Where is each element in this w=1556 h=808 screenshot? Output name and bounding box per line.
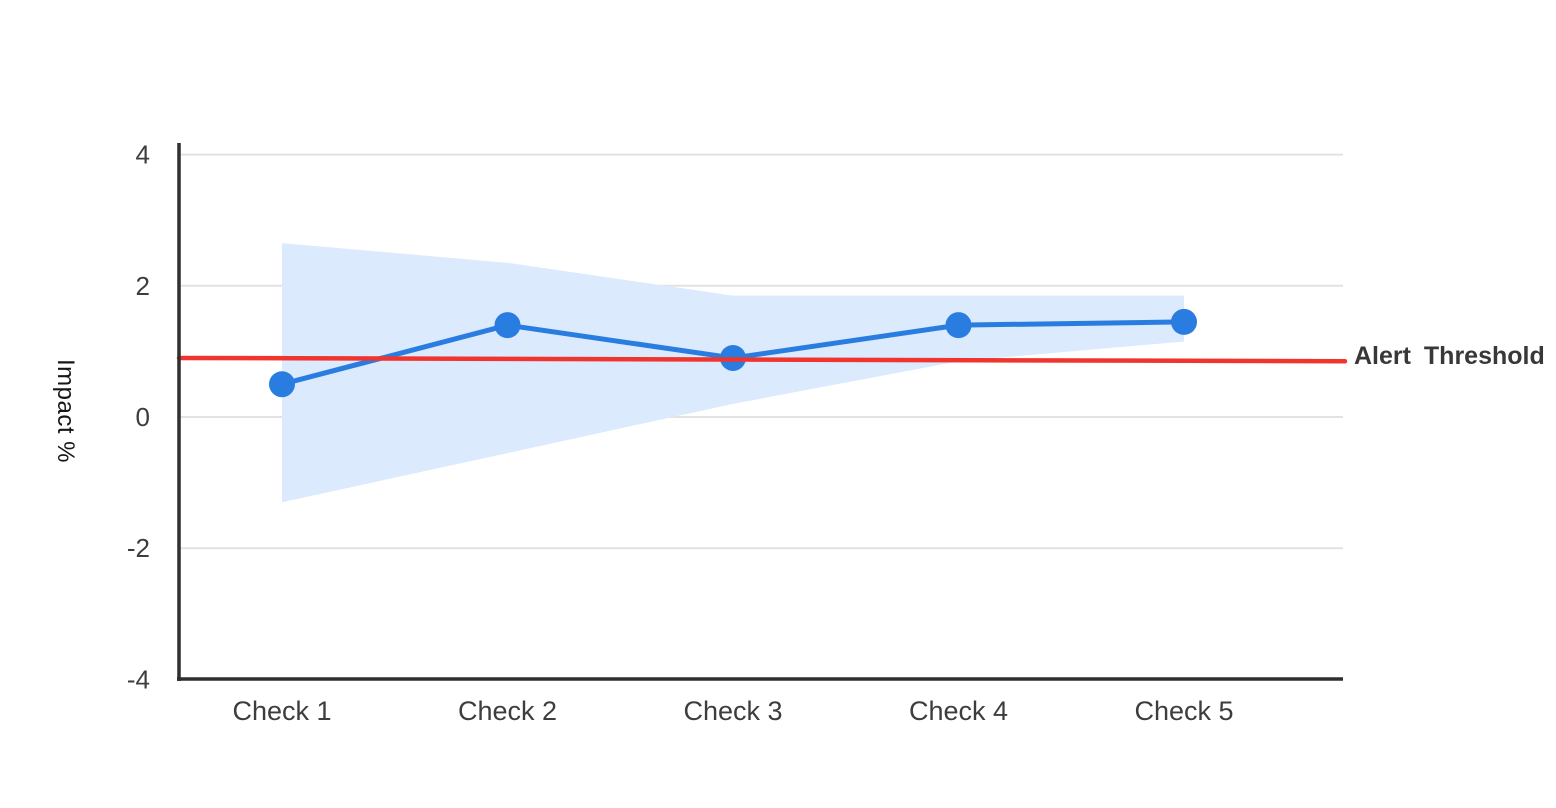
y-axis-title: Impact %	[52, 358, 79, 464]
x-tick-label: Check 5	[1134, 696, 1233, 726]
data-point-check-5[interactable]	[1171, 308, 1197, 335]
threshold-label: Alert Threshold	[1354, 342, 1545, 370]
data-point-check-2[interactable]	[494, 312, 521, 339]
y-tick-label: 4	[136, 140, 150, 170]
y-tick-label: -4	[127, 664, 150, 694]
confidence-band	[282, 243, 1184, 503]
x-tick-label: Check 4	[909, 696, 1008, 726]
data-point-check-1[interactable]	[269, 371, 295, 398]
x-tick-label: Check 2	[458, 696, 557, 726]
data-point-check-4[interactable]	[945, 312, 972, 339]
y-tick-label: 2	[136, 271, 150, 301]
y-tick-label: -2	[127, 533, 150, 563]
threshold-line	[176, 355, 1348, 364]
y-tick-label: 0	[136, 402, 150, 432]
x-tick-label: Check 3	[683, 696, 782, 726]
x-tick-label: Check 1	[232, 696, 331, 726]
